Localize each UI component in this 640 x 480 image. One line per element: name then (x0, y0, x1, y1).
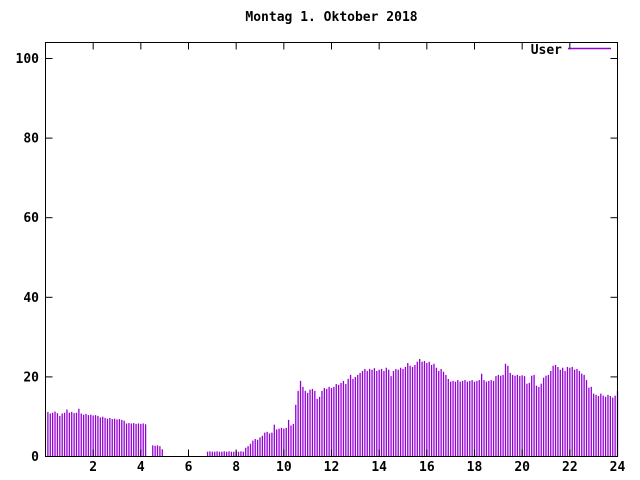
y-tick-label: 100 (16, 52, 40, 67)
x-tick-label: 6 (185, 460, 193, 475)
chart-title: Montag 1. Oktober 2018 (245, 10, 418, 25)
x-tick-label: 16 (419, 460, 435, 475)
y-tick-label: 20 (23, 370, 39, 385)
y-tick-label: 0 (31, 450, 39, 465)
x-tick-label: 8 (232, 460, 240, 475)
y-tick-label: 60 (23, 211, 39, 226)
x-tick-label: 22 (562, 460, 578, 475)
legend-label-user: User (530, 43, 562, 58)
x-tick-label: 4 (137, 460, 145, 475)
x-tick-label: 20 (514, 460, 530, 475)
x-tick-label: 18 (467, 460, 483, 475)
bars-series-user (47, 358, 619, 457)
x-tick-label: 12 (324, 460, 340, 475)
x-tick-label: 14 (371, 460, 387, 475)
x-tick-label: 10 (276, 460, 292, 475)
y-tick-label: 80 (23, 132, 39, 147)
x-tick-label: 24 (610, 460, 626, 475)
x-tick-label: 2 (89, 460, 97, 475)
y-tick-label: 40 (23, 291, 39, 306)
